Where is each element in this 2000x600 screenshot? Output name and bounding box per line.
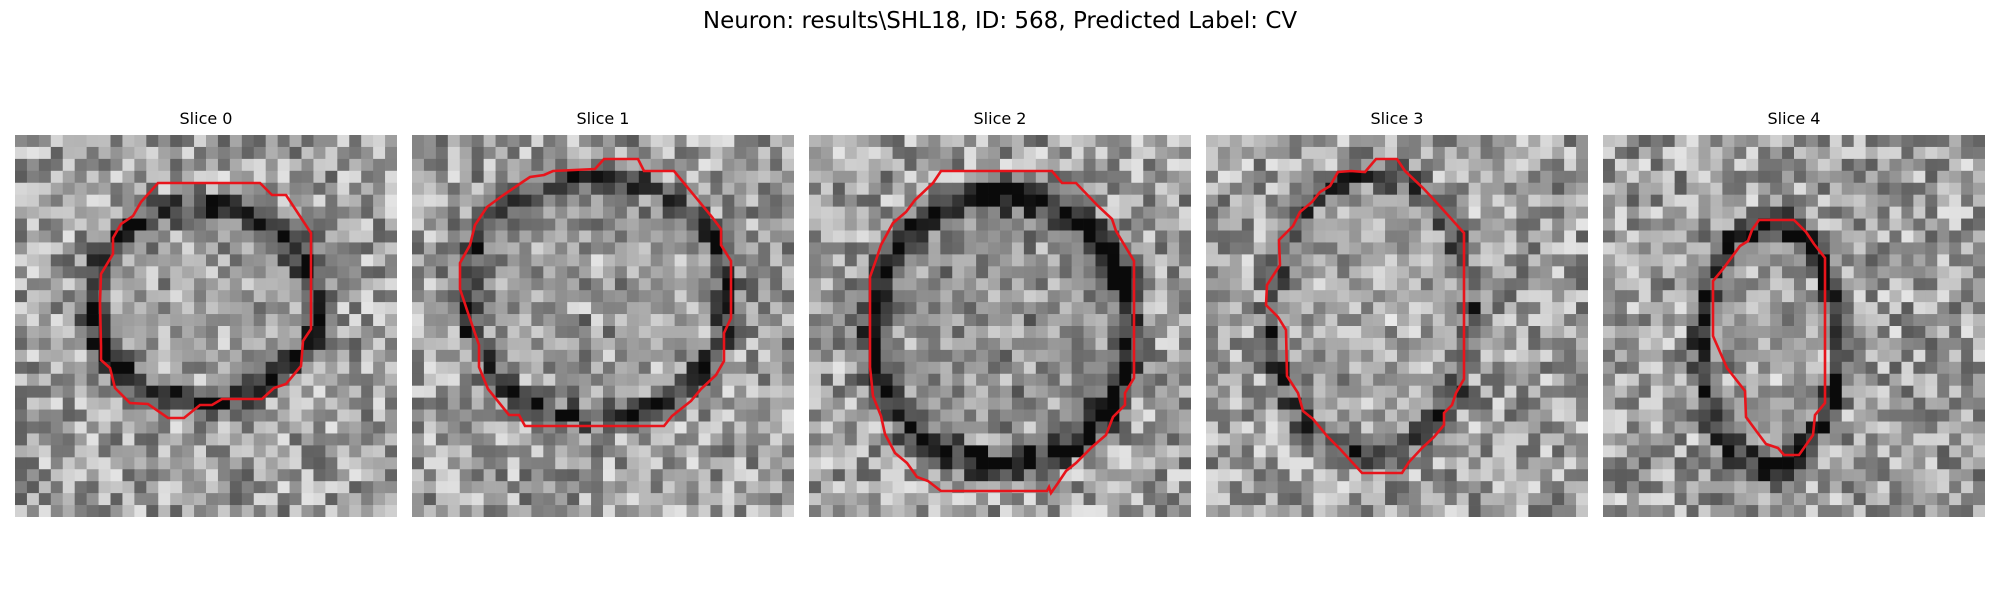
slice-image (412, 135, 794, 517)
slice-image (809, 135, 1191, 517)
roi-contour (98, 181, 313, 420)
grayscale-patch-grid (1206, 135, 1588, 517)
figure-title: Neuron: results\SHL18, ID: 568, Predicte… (702, 8, 1298, 34)
grayscale-patch-grid (412, 135, 794, 517)
slice-image (1206, 135, 1588, 517)
roi-contour (458, 157, 733, 428)
slice-title: Slice 2 (973, 109, 1027, 128)
slice-title: Slice 1 (576, 109, 630, 128)
grayscale-patch-grid (809, 135, 1191, 517)
slice-title: Slice 4 (1767, 109, 1821, 128)
roi-contour (1264, 157, 1466, 475)
slice-title: Slice 3 (1370, 109, 1424, 128)
slice-image (15, 135, 397, 517)
roi-contour (1711, 218, 1827, 457)
grayscale-patch-grid (1603, 135, 1985, 517)
slice-title: Slice 0 (179, 109, 233, 128)
grayscale-patch-grid (15, 135, 397, 517)
roi-contour (868, 169, 1136, 496)
slice-image (1603, 135, 1985, 517)
